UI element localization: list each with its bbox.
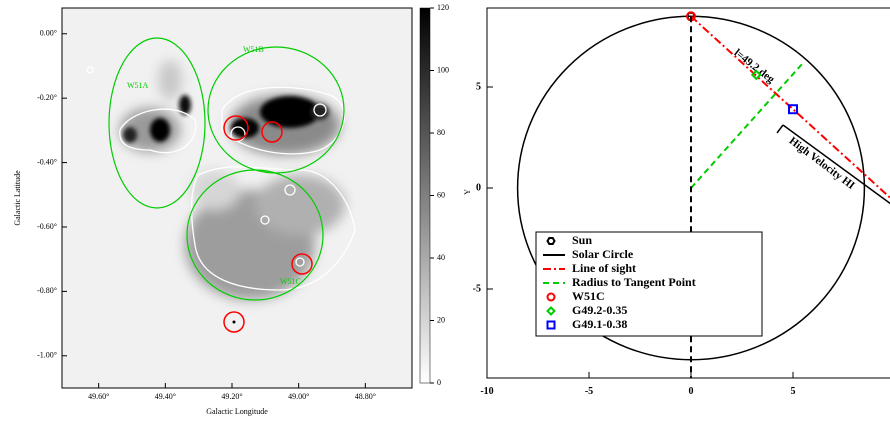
y-tick-label: 0 [476,182,481,193]
legend-label: W51C [572,289,605,303]
legend-label: Sun [572,233,592,247]
map-frame [61,7,413,389]
annotation: W51B [243,45,264,54]
colorbar [419,7,431,384]
y-tick-label: 0.00° [40,29,57,38]
map-image [62,8,412,388]
marker [546,292,556,302]
y-axis-label: Y [463,189,472,195]
annotation: l=49.2 deg [732,47,777,86]
y-tick-label: -0.20° [37,93,57,102]
legend-label: Solar Circle [572,247,634,261]
y-axis-label: Galactic Latitude [13,170,22,226]
colorbar-tick-label: 60 [437,190,445,199]
colorbar-tick-label: 20 [437,315,445,324]
plot-frame [486,7,890,379]
colorbar-tick-label: 120 [437,3,449,12]
x-tick-label: 49.00° [288,392,309,401]
x-tick-label: 5 [791,386,796,397]
x-tick-label: -5 [585,386,593,397]
bracket [776,124,784,134]
legend-label: G49.2-0.35 [572,303,627,317]
y-tick-label: -1.00° [37,351,57,360]
y-tick-label: -0.40° [37,157,57,166]
marker [750,69,762,81]
colorbar-tick-label: 0 [437,378,441,387]
legend-label: Line of sight [572,261,636,275]
marker [546,320,556,330]
marker [788,104,798,115]
annotation: High Velocity HI [787,135,857,192]
annotation: W51A [127,81,149,90]
y-tick-label: -5 [473,283,481,294]
x-tick-label: 0 [689,386,694,397]
x-axis-label: Galactic Longitude [206,407,268,416]
colorbar-tick-label: 80 [437,128,445,137]
marker [546,306,556,316]
colorbar-tick-label: 40 [437,253,445,262]
x-tick-label: 49.40° [155,392,176,401]
line [690,15,890,199]
x-tick-label: 49.60° [88,392,109,401]
x-tick-label: 49.20° [221,392,242,401]
annotation: W51C [280,277,301,286]
line [690,62,804,189]
x-tick-label: 48.80° [355,392,376,401]
x-tick-label: -10 [480,386,493,397]
marker [546,236,556,246]
y-tick-label: -0.60° [37,222,57,231]
colorbar-tick-label: 100 [437,65,449,74]
legend-box [535,231,763,337]
legend-label: G49.1-0.38 [572,317,627,331]
y-tick-label: 5 [476,81,481,92]
y-tick-label: -0.80° [37,286,57,295]
legend-label: Radius to Tangent Point [572,275,696,289]
bracket [782,124,890,205]
